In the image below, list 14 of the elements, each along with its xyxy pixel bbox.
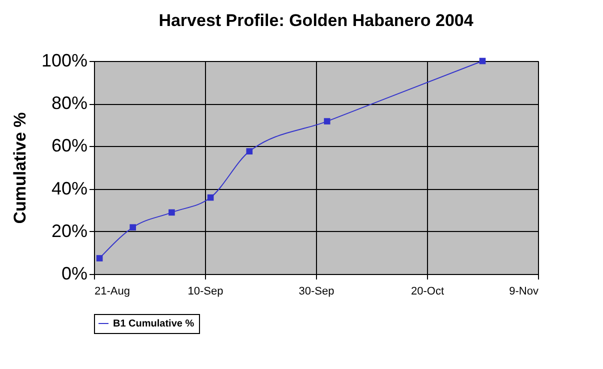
- y-axis-title: Cumulative %: [10, 112, 30, 224]
- y-tick-label: 0%: [61, 264, 88, 284]
- chart-title: Harvest Profile: Golden Habanero 2004: [158, 11, 474, 30]
- y-tick-label: 80%: [51, 93, 88, 114]
- x-tick-label: 30-Sep: [298, 286, 334, 298]
- y-tick-label: 40%: [51, 178, 88, 198]
- x-tick-label: 21-Aug: [94, 286, 130, 298]
- x-tick-label: 10-Sep: [188, 286, 224, 298]
- legend-label: B1 Cumulative %: [113, 318, 194, 330]
- x-tick-label: 20-Oct: [410, 286, 444, 298]
- y-tick-label: 20%: [51, 220, 88, 241]
- x-tick-label: 9-Nov: [509, 286, 539, 298]
- y-tick-label: 100%: [41, 50, 88, 70]
- y-tick-label: 60%: [51, 136, 88, 156]
